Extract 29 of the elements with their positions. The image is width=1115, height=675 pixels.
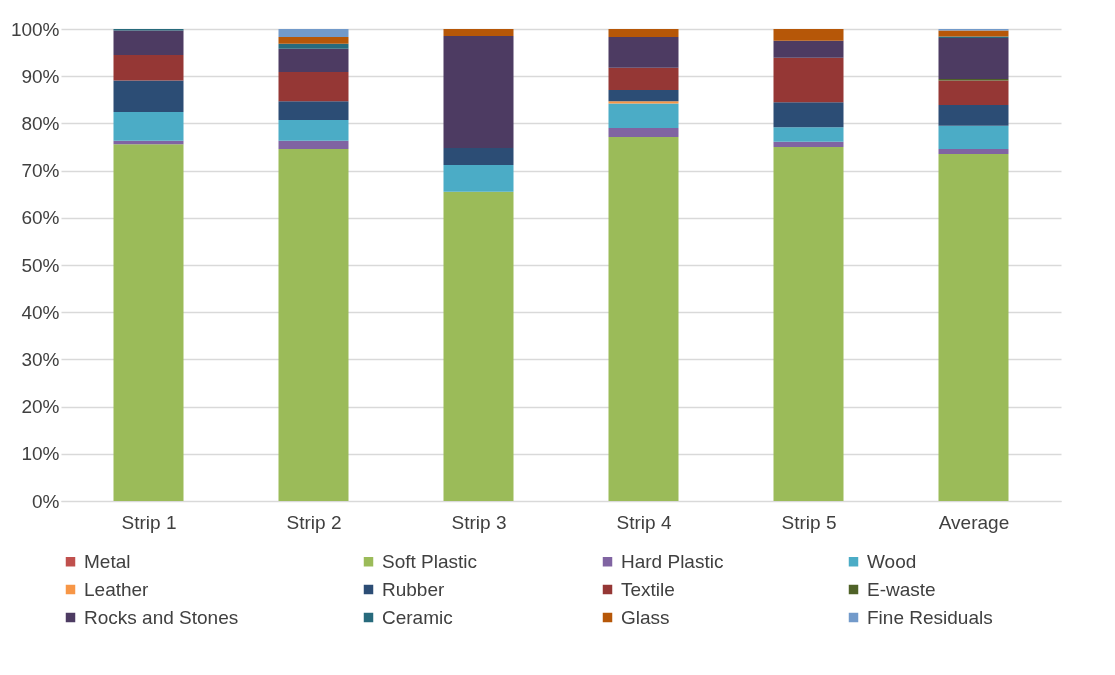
x-tick-label: Strip 3 [451, 511, 507, 533]
legend-label: Rocks and Stones [84, 606, 239, 628]
x-tick-label: Average [938, 511, 1010, 533]
y-tick-label: 50% [21, 254, 60, 276]
x-tick-label: Strip 5 [781, 511, 837, 533]
y-tick-label: 60% [21, 207, 60, 229]
legend-label: Glass [621, 606, 670, 628]
y-tick-label: 30% [21, 348, 60, 370]
y-tick-label: 90% [21, 65, 60, 87]
legend-label: Textile [621, 578, 675, 600]
x-tick-label: Strip 4 [616, 511, 672, 533]
legend-label: Leather [84, 578, 150, 600]
legend-label: Hard Plastic [621, 550, 724, 572]
legend-label: Fine Residuals [867, 606, 993, 628]
y-tick-label: 10% [21, 443, 60, 465]
legend-label: E-waste [867, 578, 936, 600]
y-tick-label: 100% [10, 18, 60, 40]
legend-label: Wood [867, 550, 917, 572]
x-tick-label: Strip 1 [121, 511, 177, 533]
x-tick-label: Strip 2 [286, 511, 342, 533]
legend-label: Soft Plastic [382, 550, 478, 572]
legend-label: Metal [84, 550, 131, 572]
y-tick-label: 70% [21, 160, 60, 182]
y-tick-label: 0% [32, 490, 60, 512]
y-tick-label: 40% [21, 301, 60, 323]
legend-label: Ceramic [382, 606, 453, 628]
y-tick-label: 80% [21, 112, 60, 134]
legend-label: Rubber [382, 578, 445, 600]
y-tick-label: 20% [21, 396, 60, 418]
